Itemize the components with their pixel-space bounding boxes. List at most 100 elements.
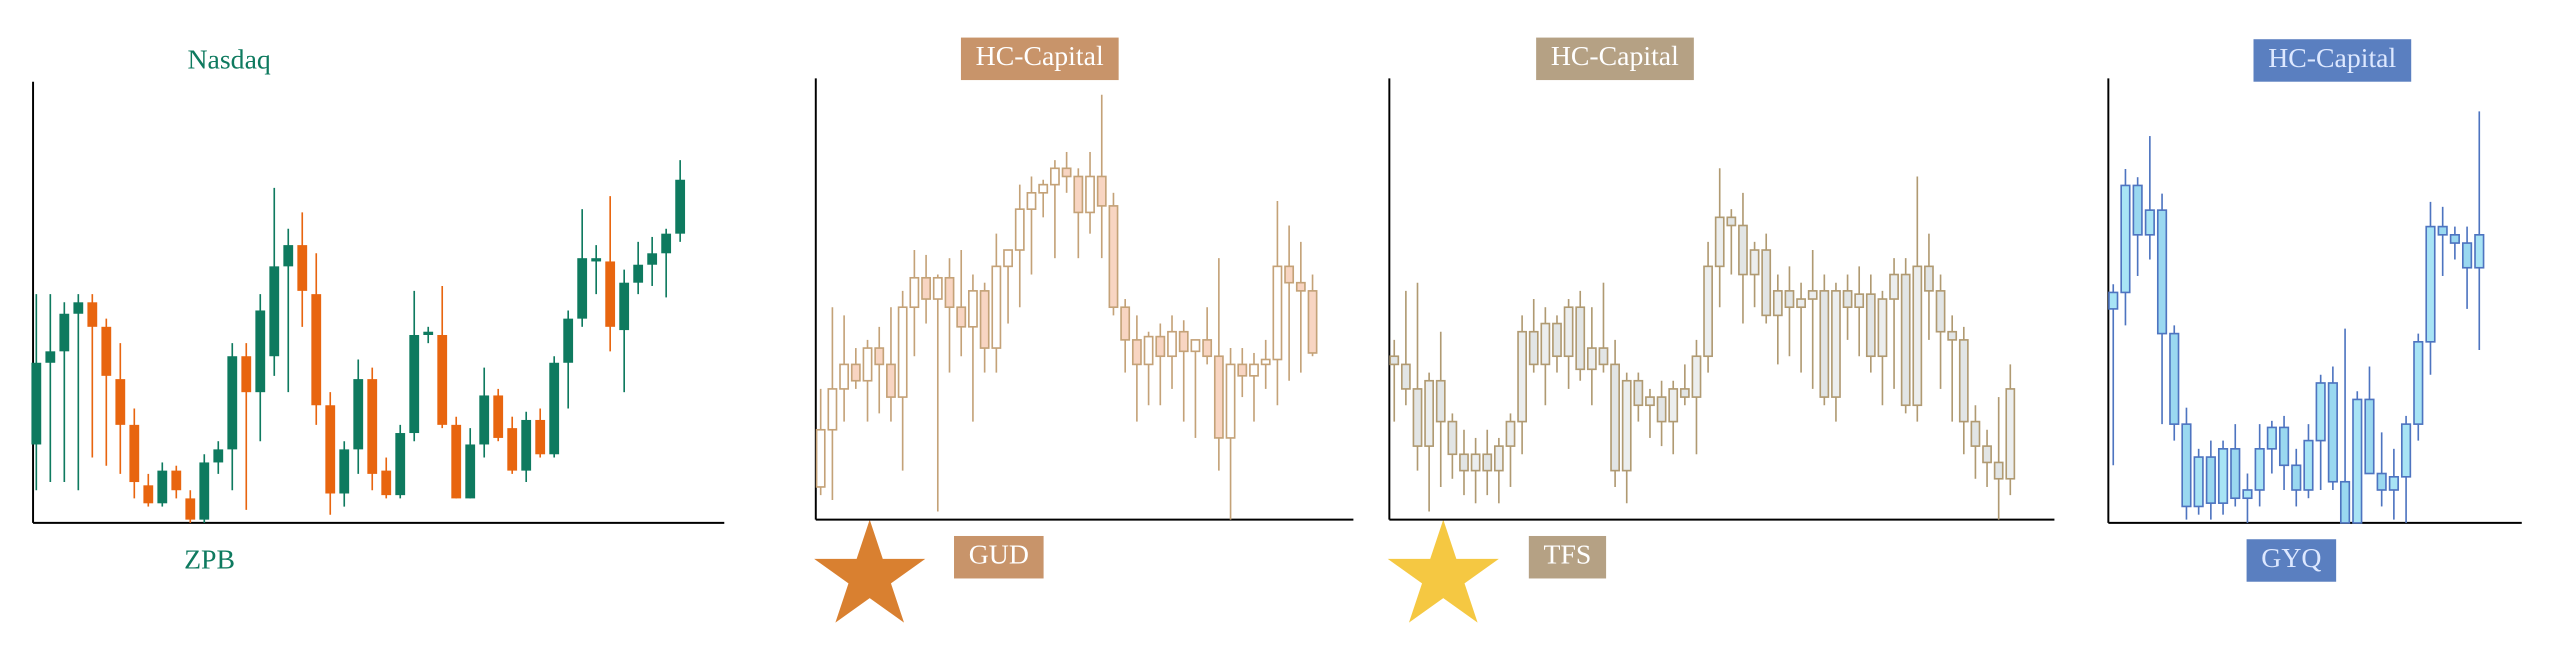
candle-body	[213, 449, 224, 463]
candle-body	[2169, 332, 2180, 425]
candle-body	[1108, 205, 1119, 309]
candle-body	[1447, 420, 1458, 456]
candle-body	[633, 264, 644, 283]
candle-body	[1505, 420, 1516, 447]
label-box	[1528, 535, 1607, 579]
candle-body	[886, 363, 896, 398]
candle-body	[815, 428, 826, 488]
candle-body	[1073, 175, 1084, 214]
candle-body	[1517, 330, 1527, 423]
candle-body	[409, 334, 420, 434]
candle-body	[1295, 281, 1306, 292]
candle-body	[1935, 290, 1946, 333]
candle-body	[1155, 335, 1166, 358]
candle-body	[2376, 472, 2387, 491]
chart-title: HC-Capital	[1551, 41, 1679, 72]
candle-body	[1610, 363, 1620, 472]
candle-body	[59, 313, 70, 352]
candle-body	[2291, 464, 2302, 491]
chart-title: TFS	[1544, 540, 1592, 571]
candle-body	[2217, 448, 2229, 504]
candle-body	[968, 290, 978, 328]
candle-body	[479, 395, 490, 445]
candle-body	[1424, 379, 1435, 447]
candle-body	[171, 470, 182, 491]
candle-body	[1249, 363, 1259, 377]
chart-title: GYQ	[2261, 543, 2321, 574]
candle-body	[932, 276, 943, 300]
candle-body	[227, 356, 238, 450]
candle-body	[2181, 423, 2192, 508]
chart-title: HC-Capital	[976, 41, 1104, 72]
chart: HC-Capital TFS	[1388, 37, 2055, 579]
label-box	[954, 535, 1044, 579]
candle-body	[1213, 355, 1224, 439]
candle-body	[1831, 290, 1841, 398]
candle-body	[2205, 456, 2216, 504]
candle-body	[1493, 445, 1504, 472]
candle-body	[862, 347, 873, 382]
candle-body	[465, 444, 476, 499]
candle-body	[1272, 265, 1283, 361]
candle-body	[1842, 290, 1853, 309]
candle-body	[2364, 398, 2375, 475]
candle-body	[1889, 273, 1899, 300]
candle-body	[2461, 242, 2473, 269]
candle-body	[1563, 306, 1574, 358]
candle-body	[2303, 439, 2314, 491]
candle-body	[991, 265, 1002, 349]
candle-body	[1656, 396, 1667, 423]
candle-body	[1038, 183, 1049, 194]
candle-body	[2339, 480, 2351, 524]
candle-body	[1854, 293, 1865, 309]
candle-body	[1714, 216, 1725, 268]
candle-body	[1691, 355, 1702, 398]
candle-body	[395, 433, 406, 496]
candle-body	[944, 276, 955, 309]
candle-body	[2315, 382, 2326, 442]
candle-body	[73, 302, 84, 314]
candle-body	[2449, 234, 2460, 244]
candle-body	[535, 419, 546, 455]
candle-body	[2413, 341, 2424, 425]
candle-body	[563, 318, 574, 363]
candle-body	[2437, 225, 2448, 236]
candle-body	[2144, 209, 2155, 236]
chart: HC-Capital GUD	[814, 37, 1354, 579]
candle-body	[87, 302, 98, 327]
candle-body	[2156, 209, 2168, 335]
candle-body	[921, 276, 932, 300]
candle-body	[1738, 224, 1748, 276]
candle-body	[1435, 379, 1446, 423]
candle-body	[1807, 290, 1818, 300]
candle-body	[2266, 426, 2277, 450]
candle-body	[1993, 461, 2004, 480]
candle-body	[2230, 448, 2241, 500]
candle-body	[1412, 388, 1423, 447]
candle-body	[2278, 426, 2290, 467]
label-box	[1536, 37, 1694, 81]
candle-body	[1958, 339, 1969, 423]
candle-body	[1284, 265, 1295, 284]
candle-body	[1389, 355, 1400, 366]
candle-body	[1190, 339, 1201, 353]
candle-body	[1668, 388, 1679, 423]
candle-body	[1633, 379, 1644, 407]
candle-body	[1877, 298, 1888, 358]
candle-body	[2108, 291, 2119, 310]
candle-body	[381, 470, 392, 496]
candle-body	[1307, 290, 1318, 354]
candle-body	[1598, 347, 1609, 366]
candle-body	[675, 179, 686, 234]
candle-body	[199, 462, 210, 520]
candle-body	[1131, 339, 1142, 366]
candle-body	[2474, 234, 2485, 269]
candle-body	[115, 379, 126, 425]
candle-body	[2425, 225, 2436, 343]
candle-body	[1796, 298, 1806, 309]
candle-body	[31, 362, 42, 445]
chart-title: Nasdaq	[188, 44, 271, 75]
label-box	[2253, 39, 2412, 82]
candle-body	[1178, 330, 1189, 353]
candle-body	[1552, 322, 1562, 358]
